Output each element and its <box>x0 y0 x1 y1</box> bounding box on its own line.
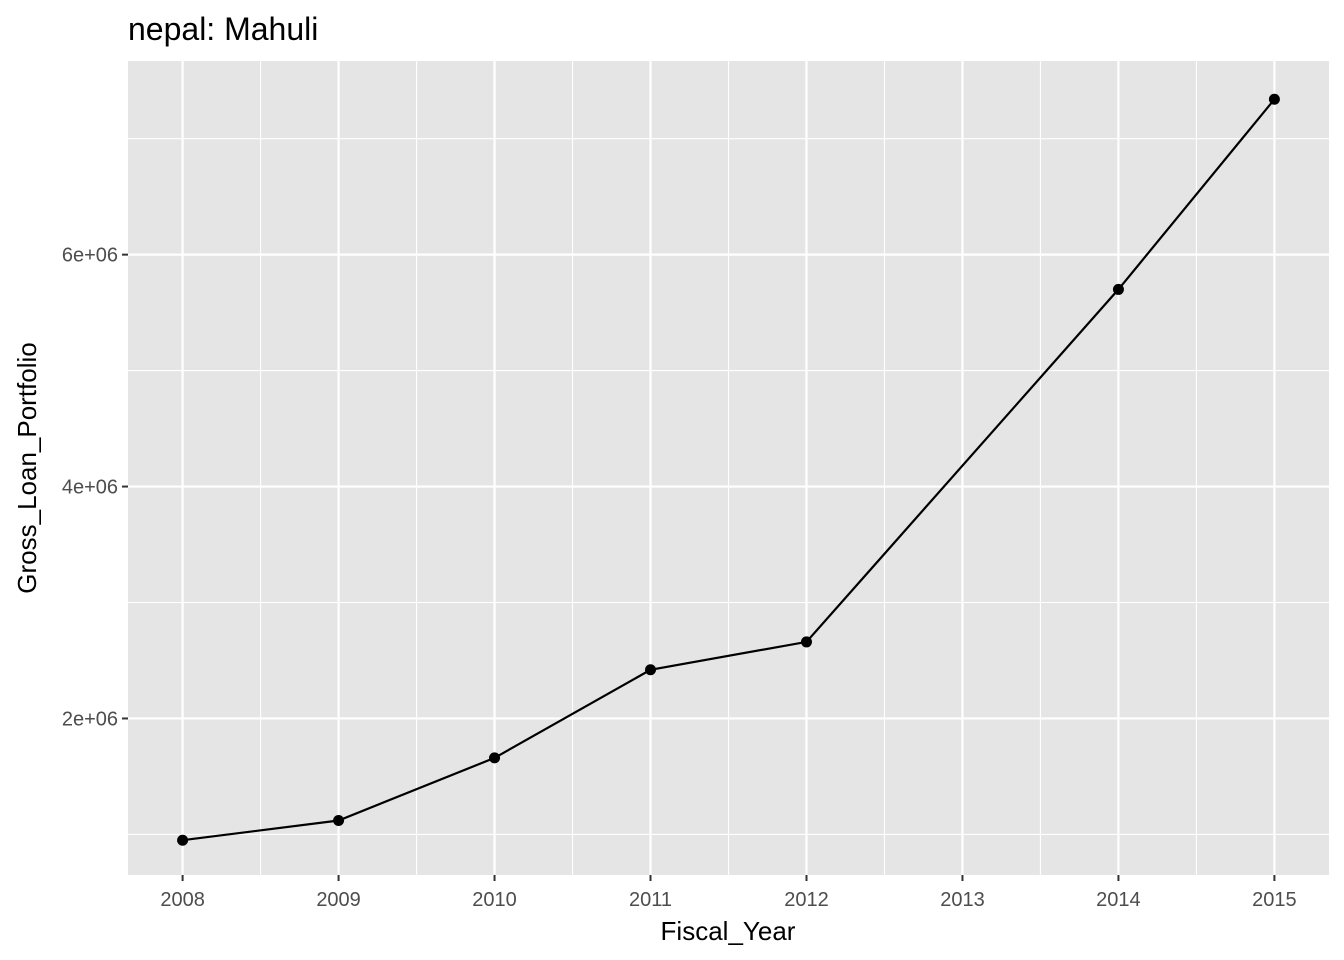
data-point <box>333 815 345 827</box>
x-tick-label: 2015 <box>1252 889 1297 911</box>
x-axis-title: Fiscal_Year <box>661 916 796 946</box>
x-tick-label: 2011 <box>629 889 672 911</box>
minor-gridlines <box>128 61 1329 875</box>
axis-ticks <box>122 253 1276 881</box>
data-point <box>489 752 501 764</box>
y-tick-label: 2e+06 <box>62 708 118 730</box>
x-tick-label: 2013 <box>940 889 985 911</box>
y-axis-title: Gross_Loan_Portfolio <box>12 342 42 593</box>
data-point <box>1268 93 1280 105</box>
y-axis-tick-labels: 2e+06 4e+06 6e+06 <box>62 245 118 731</box>
y-tick-label: 6e+06 <box>62 245 118 267</box>
x-tick-label: 2008 <box>160 889 205 911</box>
major-gridlines <box>128 61 1329 875</box>
data-series <box>177 93 1280 846</box>
x-axis-tick-labels: 2008 2009 2010 2011 2012 2013 2014 2015 <box>160 889 1296 911</box>
x-tick-label: 2014 <box>1096 889 1141 911</box>
data-point <box>177 834 189 846</box>
chart-title: nepal: Mahuli <box>128 11 318 47</box>
data-point <box>1112 283 1124 295</box>
x-tick-label: 2010 <box>472 889 517 911</box>
data-point <box>800 636 812 648</box>
x-tick-label: 2012 <box>784 889 829 911</box>
x-tick-label: 2009 <box>316 889 361 911</box>
y-tick-label: 4e+06 <box>62 477 118 499</box>
data-point <box>645 664 657 676</box>
